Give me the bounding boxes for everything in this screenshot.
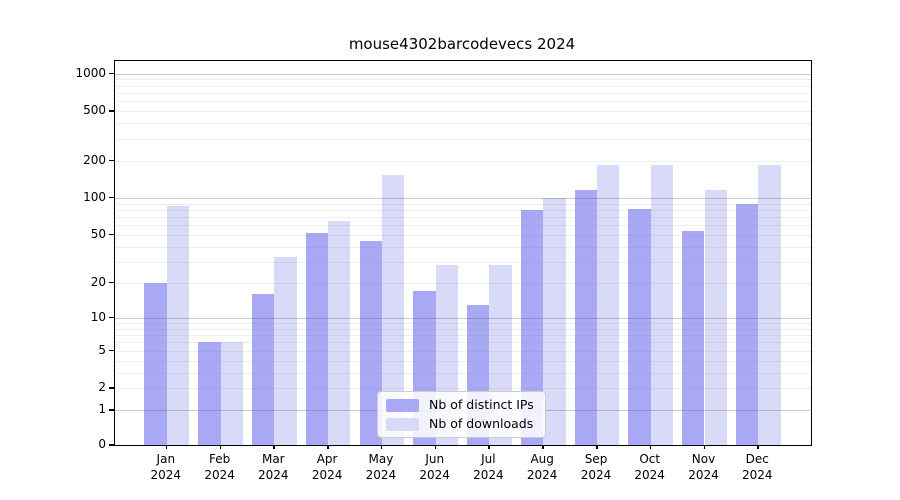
y-tick-mark-0 xyxy=(109,444,114,446)
legend: Nb of distinct IPs Nb of downloads xyxy=(377,391,546,438)
x-tick-label-sep: Sep 2024 xyxy=(580,452,612,482)
bar-distinct-ips-sep xyxy=(574,190,597,445)
bar-downloads-jan xyxy=(166,205,190,445)
bar-downloads-aug xyxy=(543,197,566,445)
x-tick-mark-jun xyxy=(434,445,437,449)
x-tick-label-jan: Jan 2024 xyxy=(150,452,182,482)
bars-layer xyxy=(115,61,811,445)
x-tick-label-aug: Aug 2024 xyxy=(526,452,558,482)
bar-distinct-ips-dec xyxy=(735,204,759,445)
y-tick-mark-1 xyxy=(109,409,114,411)
y-tick-mark-2 xyxy=(109,387,114,389)
bar-distinct-ips-aug xyxy=(520,209,544,445)
x-tick-mark-oct xyxy=(649,445,652,449)
x-tick-label-feb: Feb 2024 xyxy=(204,452,235,482)
y-tick-label-5: 5 xyxy=(98,342,106,357)
bar-distinct-ips-jan xyxy=(144,282,167,445)
legend-item-distinct-ips: Nb of distinct IPs xyxy=(386,397,545,413)
bar-downloads-mar xyxy=(274,256,297,445)
y-tick-mark-50 xyxy=(109,233,114,236)
bar-downloads-feb xyxy=(220,342,243,445)
x-tick-label-apr: Apr 2024 xyxy=(311,452,343,482)
x-tick-mark-feb xyxy=(219,445,222,449)
bar-distinct-ips-apr xyxy=(305,232,329,445)
x-tick-label-dec: Dec 2024 xyxy=(742,452,773,482)
x-tick-mark-mar xyxy=(273,445,275,449)
x-tick-label-mar: Mar 2024 xyxy=(258,452,289,482)
bar-downloads-dec xyxy=(758,165,781,445)
bar-downloads-sep xyxy=(597,165,620,445)
y-tick-mark-5 xyxy=(109,349,114,352)
y-tick-label-50: 50 xyxy=(90,226,106,241)
y-tick-mark-100 xyxy=(109,196,114,199)
bar-distinct-ips-may xyxy=(359,240,382,445)
x-tick-label-oct: Oct 2024 xyxy=(634,452,665,482)
bar-distinct-ips-nov xyxy=(682,230,705,445)
bar-downloads-oct xyxy=(650,165,674,445)
y-tick-mark-200 xyxy=(109,159,114,162)
plot-area xyxy=(114,60,812,446)
y-tick-mark-10 xyxy=(109,316,114,319)
y-tick-mark-20 xyxy=(109,281,114,284)
bar-downloads-apr xyxy=(328,220,351,445)
bar-distinct-ips-feb xyxy=(198,342,221,445)
legend-swatch-distinct-ips-icon xyxy=(386,398,419,412)
y-tick-label-20: 20 xyxy=(90,274,106,289)
legend-swatch-downloads-icon xyxy=(386,417,419,431)
x-tick-mark-may xyxy=(380,445,383,449)
y-tick-label-0: 0 xyxy=(98,437,106,451)
chart-title: mouse4302barcodevecs 2024 xyxy=(348,35,576,53)
legend-label-downloads: Nb of downloads xyxy=(429,416,534,431)
x-tick-label-jun: Jun 2024 xyxy=(419,452,450,482)
x-tick-mark-apr xyxy=(327,445,329,449)
x-tick-label-jul: Jul 2024 xyxy=(473,452,504,482)
x-tick-mark-dec xyxy=(757,445,759,449)
bar-distinct-ips-oct xyxy=(628,208,651,445)
y-tick-label-1: 1 xyxy=(98,402,106,417)
bar-downloads-may xyxy=(381,175,405,445)
x-tick-label-may: May 2024 xyxy=(365,452,397,482)
bar-downloads-nov xyxy=(704,190,727,445)
y-tick-label-2: 2 xyxy=(98,380,106,395)
legend-label-distinct-ips: Nb of distinct IPs xyxy=(429,397,534,412)
x-tick-mark-nov xyxy=(703,445,705,449)
bar-distinct-ips-mar xyxy=(251,294,275,445)
legend-item-downloads: Nb of downloads xyxy=(386,416,545,432)
y-tick-label-1000: 1000 xyxy=(75,65,106,80)
x-tick-label-nov: Nov 2024 xyxy=(688,452,719,482)
x-tick-mark-aug xyxy=(542,445,544,449)
y-tick-label-100: 100 xyxy=(83,189,106,204)
y-tick-label-200: 200 xyxy=(83,152,106,167)
x-tick-mark-jul xyxy=(488,445,490,449)
y-tick-label-10: 10 xyxy=(90,309,106,324)
x-tick-mark-jan xyxy=(165,445,168,449)
y-tick-mark-1000 xyxy=(109,72,114,75)
x-tick-mark-sep xyxy=(596,445,598,449)
y-tick-label-500: 500 xyxy=(83,103,106,118)
y-tick-mark-500 xyxy=(109,110,114,112)
